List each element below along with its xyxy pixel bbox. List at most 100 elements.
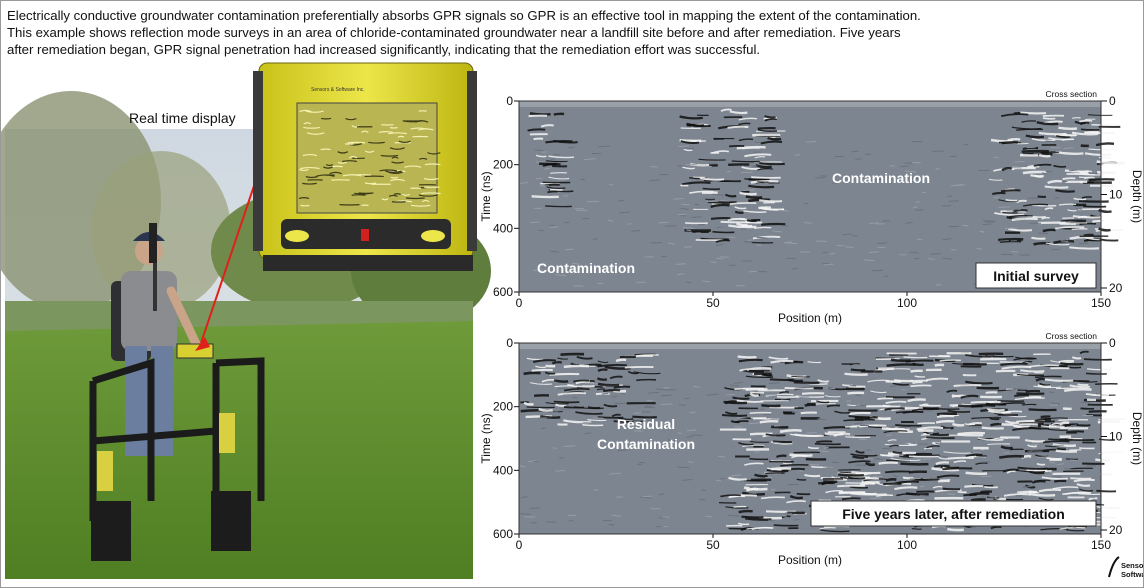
reflection	[527, 407, 555, 408]
noise	[882, 448, 892, 449]
reflection	[1066, 459, 1078, 460]
reflection	[942, 468, 972, 469]
reflection	[1066, 431, 1084, 432]
reflection	[1065, 171, 1089, 172]
reflection	[1013, 210, 1028, 211]
reflection	[564, 407, 584, 408]
noise	[659, 222, 669, 223]
reflection	[947, 529, 964, 530]
reflection	[958, 406, 983, 407]
reflection	[911, 385, 932, 386]
noise	[1079, 243, 1088, 244]
reflection	[1084, 359, 1112, 360]
noise	[632, 230, 641, 231]
annotation: Residual	[617, 416, 675, 432]
reflection	[1008, 139, 1020, 140]
reflection	[886, 479, 896, 480]
y2-tick-label: 20	[1109, 281, 1123, 295]
reflection	[1046, 458, 1061, 459]
noise	[1051, 249, 1060, 250]
reflection	[616, 360, 626, 361]
noise	[716, 258, 723, 259]
noise	[634, 413, 641, 414]
page: Electrically conductive groundwater cont…	[0, 0, 1144, 588]
reflection	[853, 457, 868, 458]
reflection	[862, 482, 880, 483]
reflection	[1023, 148, 1038, 149]
reflection	[713, 232, 735, 233]
reflection	[761, 405, 780, 406]
reflection	[1039, 133, 1067, 134]
reflection	[739, 511, 753, 512]
reflection	[530, 113, 551, 114]
y2-tick-label: 10	[1109, 188, 1123, 202]
y-axis-label: Time (ns)	[479, 413, 493, 463]
logo-text: Software	[1121, 570, 1143, 579]
device: Sensors & Software Inc.	[253, 63, 477, 271]
noise	[749, 423, 759, 424]
reflection	[597, 389, 605, 390]
reflection	[896, 412, 923, 413]
reflection	[1043, 118, 1055, 119]
noise	[538, 230, 544, 231]
reflection	[1086, 373, 1107, 374]
reflection	[932, 409, 960, 410]
y-tick-label: 600	[493, 527, 513, 541]
reflection	[911, 371, 923, 372]
reflection	[1072, 118, 1080, 119]
reflection	[1069, 247, 1099, 248]
reflection	[1045, 187, 1069, 188]
noise	[782, 516, 787, 517]
x-tick-label: 100	[897, 296, 917, 310]
screen-trace	[347, 142, 365, 143]
reflection	[1057, 449, 1066, 450]
reflection	[534, 139, 544, 140]
reflection	[838, 474, 864, 475]
reflection	[750, 459, 769, 460]
reflection	[990, 418, 999, 419]
noise	[887, 435, 893, 436]
reflection	[1099, 452, 1123, 454]
noise	[931, 254, 942, 255]
reflection	[1058, 128, 1077, 129]
y-tick-label: 600	[493, 285, 513, 299]
reflection	[776, 456, 786, 457]
annotation: Contamination	[597, 436, 695, 452]
reflection	[741, 192, 749, 193]
noise	[1006, 211, 1014, 212]
x-tick-label: 100	[897, 538, 917, 552]
reflection	[1096, 491, 1116, 492]
noise	[774, 426, 781, 427]
reflection	[1092, 221, 1104, 222]
reflection	[1022, 151, 1049, 152]
reflection	[760, 421, 778, 422]
reflection	[814, 404, 835, 405]
reflection	[554, 402, 580, 403]
reflection	[745, 518, 771, 519]
reflection	[1097, 172, 1116, 173]
reflection	[1096, 143, 1114, 145]
noise	[832, 462, 839, 463]
noise	[914, 258, 919, 259]
reflection	[862, 494, 887, 495]
reflection	[732, 161, 760, 162]
reflection	[987, 444, 1010, 445]
reflection	[528, 129, 546, 130]
noise	[740, 480, 747, 481]
noise	[994, 197, 1000, 198]
reflection	[614, 387, 630, 388]
reflection	[935, 365, 944, 366]
reflection	[771, 427, 788, 428]
reflection	[981, 492, 993, 493]
y2-tick-label: 0	[1109, 336, 1116, 350]
noise	[686, 230, 691, 231]
reflection	[912, 529, 922, 530]
reflection	[758, 128, 776, 129]
reflection	[746, 197, 762, 198]
noise	[593, 418, 604, 419]
noise	[746, 241, 753, 242]
noise	[785, 513, 792, 514]
reflection	[1014, 426, 1031, 427]
annotation: Contamination	[832, 170, 930, 186]
reflection	[805, 405, 816, 406]
